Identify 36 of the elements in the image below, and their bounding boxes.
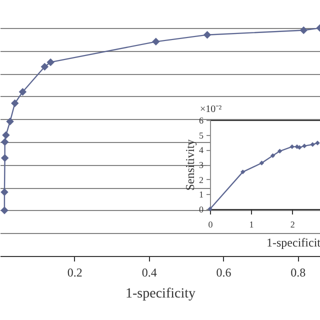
- x-tick-label: 0.6: [216, 266, 232, 280]
- point: [11, 99, 19, 108]
- point: [270, 153, 276, 158]
- point: [6, 118, 14, 126]
- point: [40, 62, 49, 71]
- y-tick-label: 1: [199, 190, 204, 200]
- x-tick-label: 1: [249, 220, 254, 230]
- point: [310, 142, 315, 147]
- x-tick-label: 2: [290, 220, 295, 230]
- point: [290, 144, 294, 150]
- x-tick-label: 0: [208, 220, 214, 230]
- y-tick-label: 5: [199, 130, 204, 140]
- annotation: ×10⁻²: [200, 104, 222, 115]
- point: [300, 26, 308, 34]
- point: [302, 144, 307, 148]
- point: [0, 188, 8, 196]
- y-axis-title: Sensitivity: [183, 139, 197, 191]
- x-tick-label: 0.4: [142, 266, 157, 280]
- point: [152, 38, 160, 46]
- x-tick-label: 0.8: [290, 266, 306, 280]
- x-axis-title: 1-specificity: [126, 286, 196, 302]
- point: [0, 206, 8, 214]
- point: [277, 148, 282, 154]
- point: [240, 170, 246, 174]
- point: [203, 30, 212, 39]
- y-tick-label: 4: [199, 145, 204, 156]
- point: [2, 131, 10, 140]
- point: [315, 140, 320, 146]
- point: [46, 58, 54, 66]
- point: [0, 154, 9, 162]
- point: [297, 145, 302, 150]
- point: [18, 88, 27, 96]
- point: [0, 138, 9, 146]
- point: [259, 160, 264, 166]
- y-tick-label: 2: [199, 174, 204, 185]
- x-tick-label: 0.2: [67, 266, 82, 280]
